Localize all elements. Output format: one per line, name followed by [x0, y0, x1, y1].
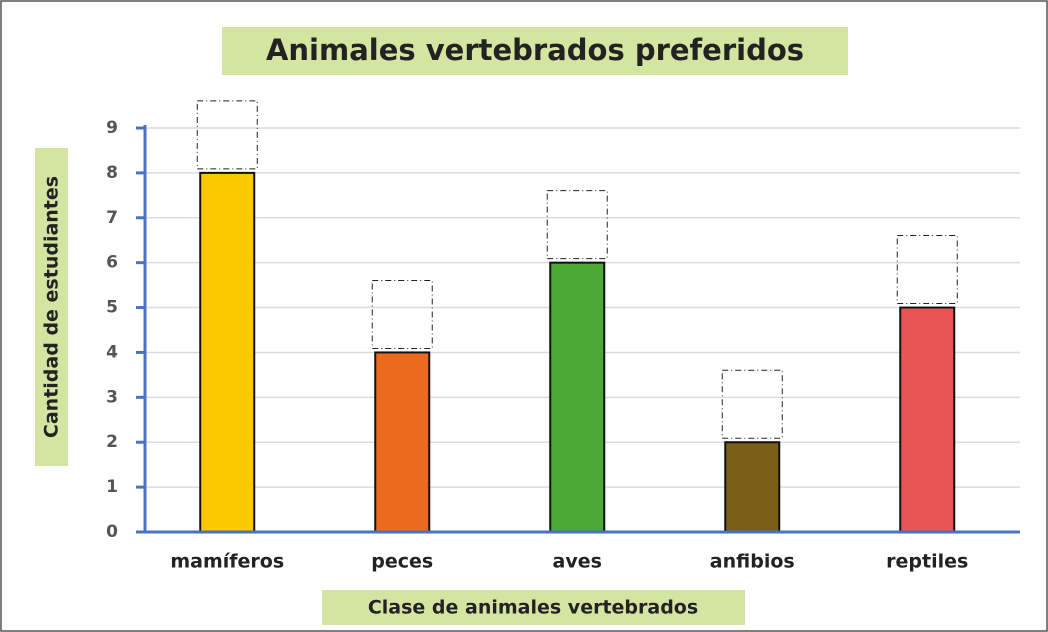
answer-box	[896, 235, 958, 305]
bar	[374, 351, 431, 534]
y-tick-label: 2	[106, 432, 118, 452]
x-tick-label: mamíferos	[170, 551, 284, 573]
bar	[899, 306, 956, 533]
answer-box	[196, 100, 258, 170]
x-label-box	[322, 590, 745, 625]
x-axis-label: Clase de animales vertebrados	[368, 597, 698, 619]
y-tick-label: 7	[106, 208, 118, 228]
bar	[199, 171, 256, 533]
bar	[549, 261, 606, 533]
title-box	[222, 27, 848, 75]
chart-title: Animales vertebrados preferidos	[266, 33, 804, 67]
bar	[724, 441, 781, 534]
answer-box	[721, 369, 783, 439]
y-tick-label: 1	[106, 477, 118, 497]
y-tick-label: 8	[106, 163, 118, 183]
y-tick-label: 6	[106, 253, 118, 273]
y-tick-label: 5	[106, 298, 118, 318]
y-tick-label: 0	[106, 522, 118, 542]
y-label-box	[35, 148, 68, 466]
answer-box	[546, 190, 608, 260]
x-tick-label: anfibios	[710, 551, 795, 573]
y-axis-label: Cantidad de estudiantes	[41, 176, 63, 438]
y-tick-label: 4	[106, 342, 118, 362]
y-tick-label: 9	[106, 118, 118, 138]
answer-box	[371, 279, 433, 349]
y-tick-label: 3	[106, 387, 118, 407]
x-tick-label: peces	[371, 551, 433, 573]
x-tick-label: aves	[553, 551, 602, 573]
x-tick-label: reptiles	[886, 551, 968, 573]
